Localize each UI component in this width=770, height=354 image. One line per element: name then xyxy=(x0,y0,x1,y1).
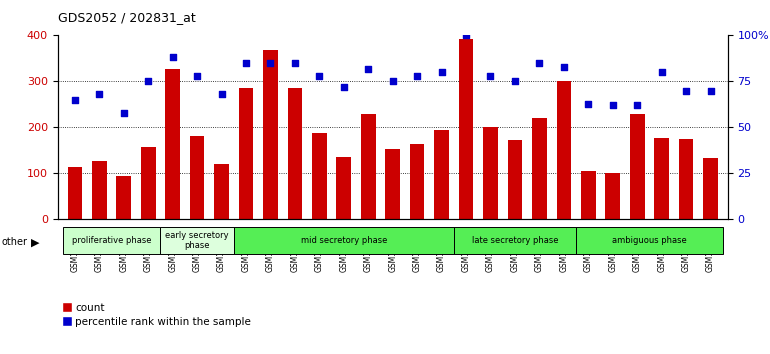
Bar xyxy=(239,88,253,219)
FancyBboxPatch shape xyxy=(234,227,454,254)
Bar xyxy=(703,158,718,219)
Point xyxy=(705,88,717,93)
Text: proliferative phase: proliferative phase xyxy=(72,236,151,245)
Point xyxy=(264,60,276,66)
FancyBboxPatch shape xyxy=(454,227,576,254)
Point xyxy=(631,103,644,108)
Text: GDS2052 / 202831_at: GDS2052 / 202831_at xyxy=(58,11,196,24)
Text: ▶: ▶ xyxy=(31,238,39,247)
Bar xyxy=(678,139,694,219)
Point xyxy=(142,79,154,84)
FancyBboxPatch shape xyxy=(576,227,723,254)
Point xyxy=(509,79,521,84)
Bar xyxy=(361,114,376,219)
Point xyxy=(191,73,203,79)
Point xyxy=(239,60,252,66)
Point xyxy=(436,69,448,75)
Bar xyxy=(263,50,278,219)
FancyBboxPatch shape xyxy=(160,227,234,254)
Point xyxy=(337,84,350,90)
Point xyxy=(534,60,546,66)
Point xyxy=(607,103,619,108)
Bar xyxy=(189,136,205,219)
Point xyxy=(484,73,497,79)
Point xyxy=(387,79,399,84)
Legend: count, percentile rank within the sample: count, percentile rank within the sample xyxy=(63,303,251,327)
Point xyxy=(93,91,105,97)
Bar xyxy=(557,81,571,219)
Point xyxy=(655,69,668,75)
Bar xyxy=(654,138,669,219)
Point xyxy=(289,60,301,66)
Bar xyxy=(434,130,449,219)
Point xyxy=(216,91,228,97)
Point xyxy=(460,33,472,38)
Bar xyxy=(214,164,229,219)
FancyBboxPatch shape xyxy=(62,227,160,254)
Bar xyxy=(141,147,156,219)
Bar xyxy=(287,88,303,219)
Text: ambiguous phase: ambiguous phase xyxy=(612,236,687,245)
Point xyxy=(362,66,374,72)
Bar xyxy=(459,39,474,219)
Point xyxy=(313,73,326,79)
Bar xyxy=(581,171,596,219)
Text: other: other xyxy=(2,238,28,247)
Bar xyxy=(532,118,547,219)
Point xyxy=(69,97,81,103)
Bar xyxy=(92,161,107,219)
Point xyxy=(582,101,594,106)
Point xyxy=(166,55,179,60)
Text: early secretory
phase: early secretory phase xyxy=(166,231,229,250)
Point xyxy=(118,110,130,115)
Bar xyxy=(312,133,326,219)
Bar xyxy=(385,149,400,219)
Bar xyxy=(605,173,620,219)
Bar xyxy=(166,69,180,219)
Point xyxy=(411,73,424,79)
Bar xyxy=(483,126,498,219)
Text: late secretory phase: late secretory phase xyxy=(472,236,558,245)
Bar xyxy=(507,140,522,219)
Bar xyxy=(68,166,82,219)
Bar xyxy=(116,176,131,219)
Point xyxy=(680,88,692,93)
Point xyxy=(557,64,570,69)
Bar xyxy=(630,114,644,219)
Bar xyxy=(410,143,424,219)
Bar xyxy=(336,157,351,219)
Text: mid secretory phase: mid secretory phase xyxy=(300,236,387,245)
